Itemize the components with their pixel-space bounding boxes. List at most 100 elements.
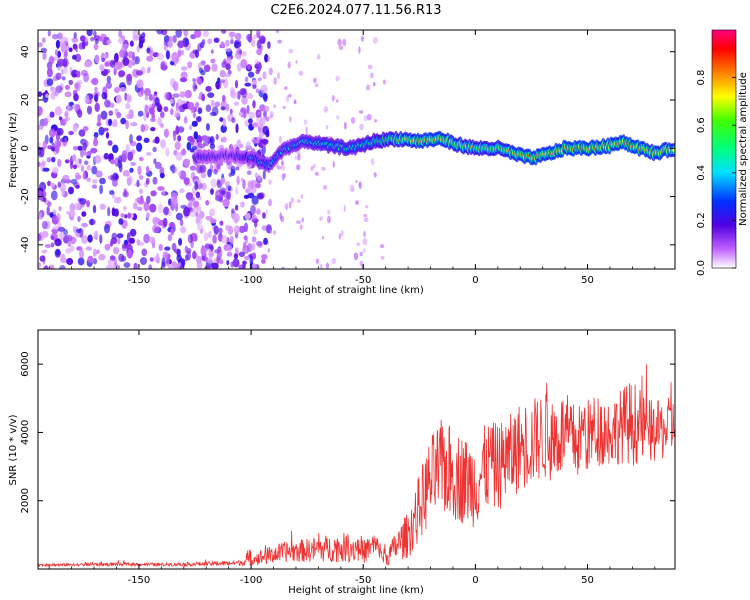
spectrogram-noise-cell [226,190,232,201]
spectrogram-noise-cell [42,51,47,61]
spectrogram-noise-cell [157,186,165,191]
spectrogram-noise-cell [74,53,82,63]
spectrogram-noise-cell [71,73,78,78]
spectrogram-noise-cell [230,36,234,44]
spectrogram-noise-cell [256,39,262,50]
spectrogram-noise-cell [95,170,103,178]
spectrogram-noise-cell [103,53,108,60]
spectrogram-noise-cell [184,245,189,254]
spectrogram-noise-cell [145,212,150,219]
spectrogram-noise-cell [136,142,143,152]
spectrogram-noise-cell [228,31,236,38]
spectrogram-noise-cell [105,81,113,89]
spectrogram-noise-cell [247,64,251,70]
spectrogram-noise-cell [39,255,46,262]
spectrogram-y-tick-label: -20 [20,188,31,204]
spectrogram-noise-cell [205,85,212,92]
spectrogram-noise-cell [101,92,107,100]
spectrogram-noise-cell [137,110,144,117]
spectrogram-noise-cell [154,136,160,144]
spectrogram-noise-cell [319,216,323,221]
spectrogram-noise-cell [219,79,226,84]
spectrogram-noise-cell [297,153,301,161]
spectrogram-noise-cell [102,39,106,45]
spectrogram-noise-cell [93,138,99,147]
spectrogram-noise-cell [364,205,369,209]
spectrogram-noise-cell [50,147,55,152]
spectrogram-noise-cell [362,237,368,246]
spectrogram-noise-cell [256,136,261,144]
spectrogram-noise-cell [284,86,288,90]
spectrogram-noise-cell [78,158,82,164]
spectrogram-noise-cell [215,80,222,90]
spectrogram-noise-cell [293,99,297,104]
spectrogram-noise-cell [136,135,143,142]
spectrogram-noise-cell [220,41,225,48]
spectrogram-noise-cell [141,248,148,257]
spectrogram-noise-cell [277,72,281,80]
spectrogram-y-tick-label: 0 [20,145,31,151]
spectrogram-noise-cell [77,216,81,222]
spectrogram-noise-cell [110,122,118,128]
spectrogram-noise-cell [236,47,241,55]
spectrogram-noise-cell [57,226,66,232]
spectrogram-noise-cell [169,35,173,43]
spectrogram-noise-cell [38,42,43,48]
spectrogram-noise-cell [196,215,201,224]
spectrogram-y-tick-label: 40 [20,45,31,58]
spectrogram-noise-cell [52,33,59,40]
spectrogram-noise-cell [74,82,79,90]
spectrogram-noise-cell [122,150,128,157]
spectrogram-noise-cell [64,84,71,90]
spectrogram-noise-cell [222,117,227,128]
spectrogram-noise-cell [81,222,88,228]
spectrogram-noise-cell [139,188,143,194]
snr-series-line [38,364,675,568]
spectrogram-noise-cell [67,242,71,247]
spectrogram-noise-cell [246,170,252,175]
spectrogram-noise-cell [104,99,111,108]
spectrogram-noise-cell [128,109,134,119]
spectrogram-noise-cell [236,175,240,186]
spectrogram-noise-cell [171,242,177,252]
spectrogram-noise-cell [66,104,70,110]
spectrogram-noise-cell [41,230,49,238]
spectrogram-noise-cell [283,173,287,178]
spectrogram-noise-cell [226,244,232,252]
spectrogram-noise-cell [137,199,145,205]
spectrogram-noise-cell [78,129,86,137]
spectrogram-noise-cell [97,113,101,124]
spectrogram-noise-cell [209,111,217,117]
spectrogram-noise-cell [226,251,233,257]
spectrogram-noise-cell [249,255,254,266]
spectrogram-noise-cell [331,257,337,265]
spectrogram-noise-cell [178,238,183,246]
spectrogram-noise-cell [359,251,363,257]
spectrogram-noise-cell [179,77,188,83]
spectrogram-noise-cell [363,213,368,218]
spectrogram-noise-cell [72,43,78,50]
spectrogram-noise-cell [46,78,54,87]
spectrogram-noise-cell [212,234,217,244]
spectrogram-noise-cell [112,246,120,255]
spectrogram-noise-cell [118,218,124,225]
spectrogram-noise-cell [247,71,255,78]
spectrogram-noise-cell [172,35,177,43]
spectrogram-noise-cell [109,240,113,247]
spectrogram-noise-cell [257,77,262,82]
spectrogram-noise-cell [64,111,69,118]
spectrogram-noise-cell [126,249,133,259]
spectrogram-noise-cell [252,100,256,109]
spectrogram-noise-cell [143,233,151,244]
spectrogram-noise-cell [187,102,195,110]
spectrogram-noise-cell [327,215,331,224]
spectrogram-xlabel: Height of straight line (km) [288,285,424,296]
spectrogram-noise-cell [157,117,163,126]
spectrogram-noise-cell [238,111,243,117]
spectrogram-noise-cell [268,198,273,207]
spectrogram-noise-cell [213,168,218,175]
spectrogram-noise-cell [218,227,223,234]
snr-x-tick-label: -100 [240,575,263,586]
spectrogram-noise-cell [77,109,83,118]
spectrogram-noise-cell [214,101,221,108]
